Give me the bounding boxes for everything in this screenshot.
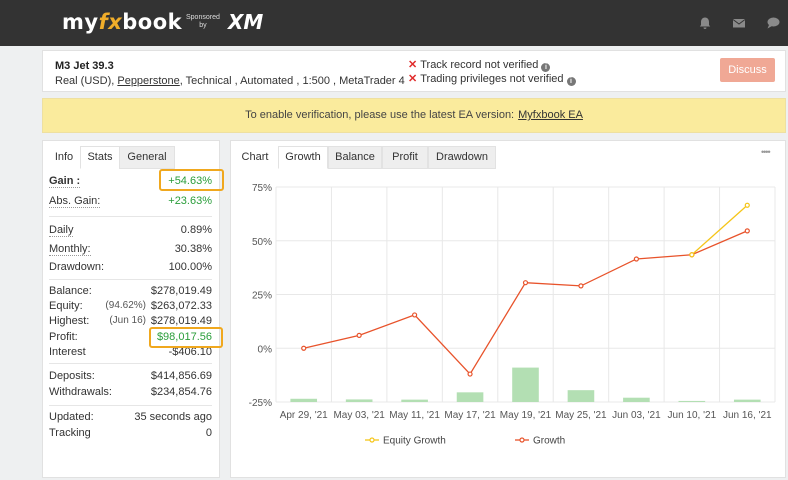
info-icon[interactable]: i bbox=[541, 63, 551, 72]
deposits-label: Deposits: bbox=[49, 370, 95, 382]
updated-label: Updated: bbox=[49, 411, 94, 423]
profit-highlight-box bbox=[149, 327, 223, 348]
monthly-label: Monthly: bbox=[49, 243, 91, 256]
updated-value: 35 seconds ago bbox=[134, 411, 212, 423]
divider bbox=[49, 363, 212, 364]
gain-highlight-box bbox=[159, 169, 224, 191]
info-icon[interactable]: i bbox=[566, 77, 576, 86]
bell-icon[interactable] bbox=[698, 16, 712, 30]
chat-bubble-icon[interactable] bbox=[766, 16, 780, 30]
equity-value: $263,072.33 bbox=[150, 300, 212, 312]
stats-panel: Info Stats General Gain : +54.63% Abs. G… bbox=[42, 140, 220, 478]
drawdown-label: Drawdown: bbox=[49, 261, 105, 273]
sponsor-logo[interactable]: XM bbox=[228, 10, 264, 34]
equity-percent: (94.62%) bbox=[105, 300, 146, 311]
balance-value: $278,019.49 bbox=[150, 285, 212, 297]
daily-label: Daily bbox=[49, 224, 74, 237]
tab-stats[interactable]: Stats bbox=[80, 146, 120, 169]
account-name: M3 Jet 39.3 bbox=[55, 60, 114, 72]
interest-value: -$406.10 bbox=[168, 346, 212, 358]
gain-value: +54.63% bbox=[168, 175, 212, 187]
account-details: Real (USD), Pepperstone, Technical , Aut… bbox=[55, 75, 405, 87]
tab-balance[interactable]: Balance bbox=[328, 146, 382, 169]
tab-profit[interactable]: Profit bbox=[382, 146, 428, 169]
tab-general[interactable]: General bbox=[119, 146, 175, 169]
interest-label: Interest bbox=[49, 346, 86, 358]
tracking-label: Tracking bbox=[49, 427, 91, 439]
abs-gain-value: +23.63% bbox=[168, 195, 212, 207]
tab-growth[interactable]: Growth bbox=[278, 146, 328, 169]
drawdown-value: 100.00% bbox=[168, 261, 212, 273]
trading-privileges-warning: ✕ Trading privileges not verified i bbox=[408, 72, 576, 86]
tab-drawdown[interactable]: Drawdown bbox=[428, 146, 496, 169]
profit-label: Profit: bbox=[49, 331, 78, 343]
tab-info[interactable]: Info bbox=[47, 146, 81, 169]
chart-panel: Chart Growth Balance Profit Drawdown •••… bbox=[230, 140, 786, 478]
cross-icon: ✕ bbox=[408, 59, 418, 71]
verification-banner: To enable verification, please use the l… bbox=[42, 98, 786, 133]
daily-value: 0.89% bbox=[180, 224, 212, 236]
sponsored-label: Sponsored by bbox=[186, 14, 220, 29]
profit-value: $98,017.56 bbox=[156, 331, 212, 343]
balance-label: Balance: bbox=[49, 285, 92, 297]
gain-label: Gain : bbox=[49, 175, 81, 188]
tab-chart[interactable]: Chart bbox=[235, 146, 275, 169]
discuss-button[interactable]: Discuss bbox=[720, 58, 775, 82]
myfxbook-ea-link[interactable]: Myfxbook EA bbox=[518, 109, 583, 121]
cross-icon: ✕ bbox=[408, 73, 418, 85]
divider bbox=[49, 216, 212, 217]
deposits-value: $414,856.69 bbox=[150, 370, 212, 382]
account-info-panel: M3 Jet 39.3 Real (USD), Pepperstone, Tec… bbox=[42, 50, 786, 92]
track-record-warning: ✕ Track record not verified i bbox=[408, 58, 551, 72]
highest-label: Highest: bbox=[49, 315, 90, 327]
abs-gain-label: Abs. Gain: bbox=[49, 195, 101, 208]
highest-date: (Jun 16) bbox=[109, 315, 146, 326]
withdrawals-label: Withdrawals: bbox=[49, 386, 112, 398]
equity-label: Equity: bbox=[49, 300, 83, 312]
monthly-value: 30.38% bbox=[174, 243, 212, 255]
broker-link[interactable]: Pepperstone bbox=[117, 75, 180, 87]
divider bbox=[49, 279, 212, 280]
highest-value: $278,019.49 bbox=[150, 315, 212, 327]
tracking-value: 0 bbox=[205, 427, 212, 439]
divider bbox=[49, 405, 212, 406]
withdrawals-value: $234,854.76 bbox=[150, 386, 212, 398]
envelope-icon[interactable] bbox=[732, 16, 746, 30]
chart-options-menu[interactable]: •••• bbox=[761, 147, 771, 157]
myfxbook-logo[interactable]: myfxbook bbox=[62, 10, 183, 34]
top-navigation-bar: myfxbook Sponsored by XM bbox=[0, 0, 788, 46]
